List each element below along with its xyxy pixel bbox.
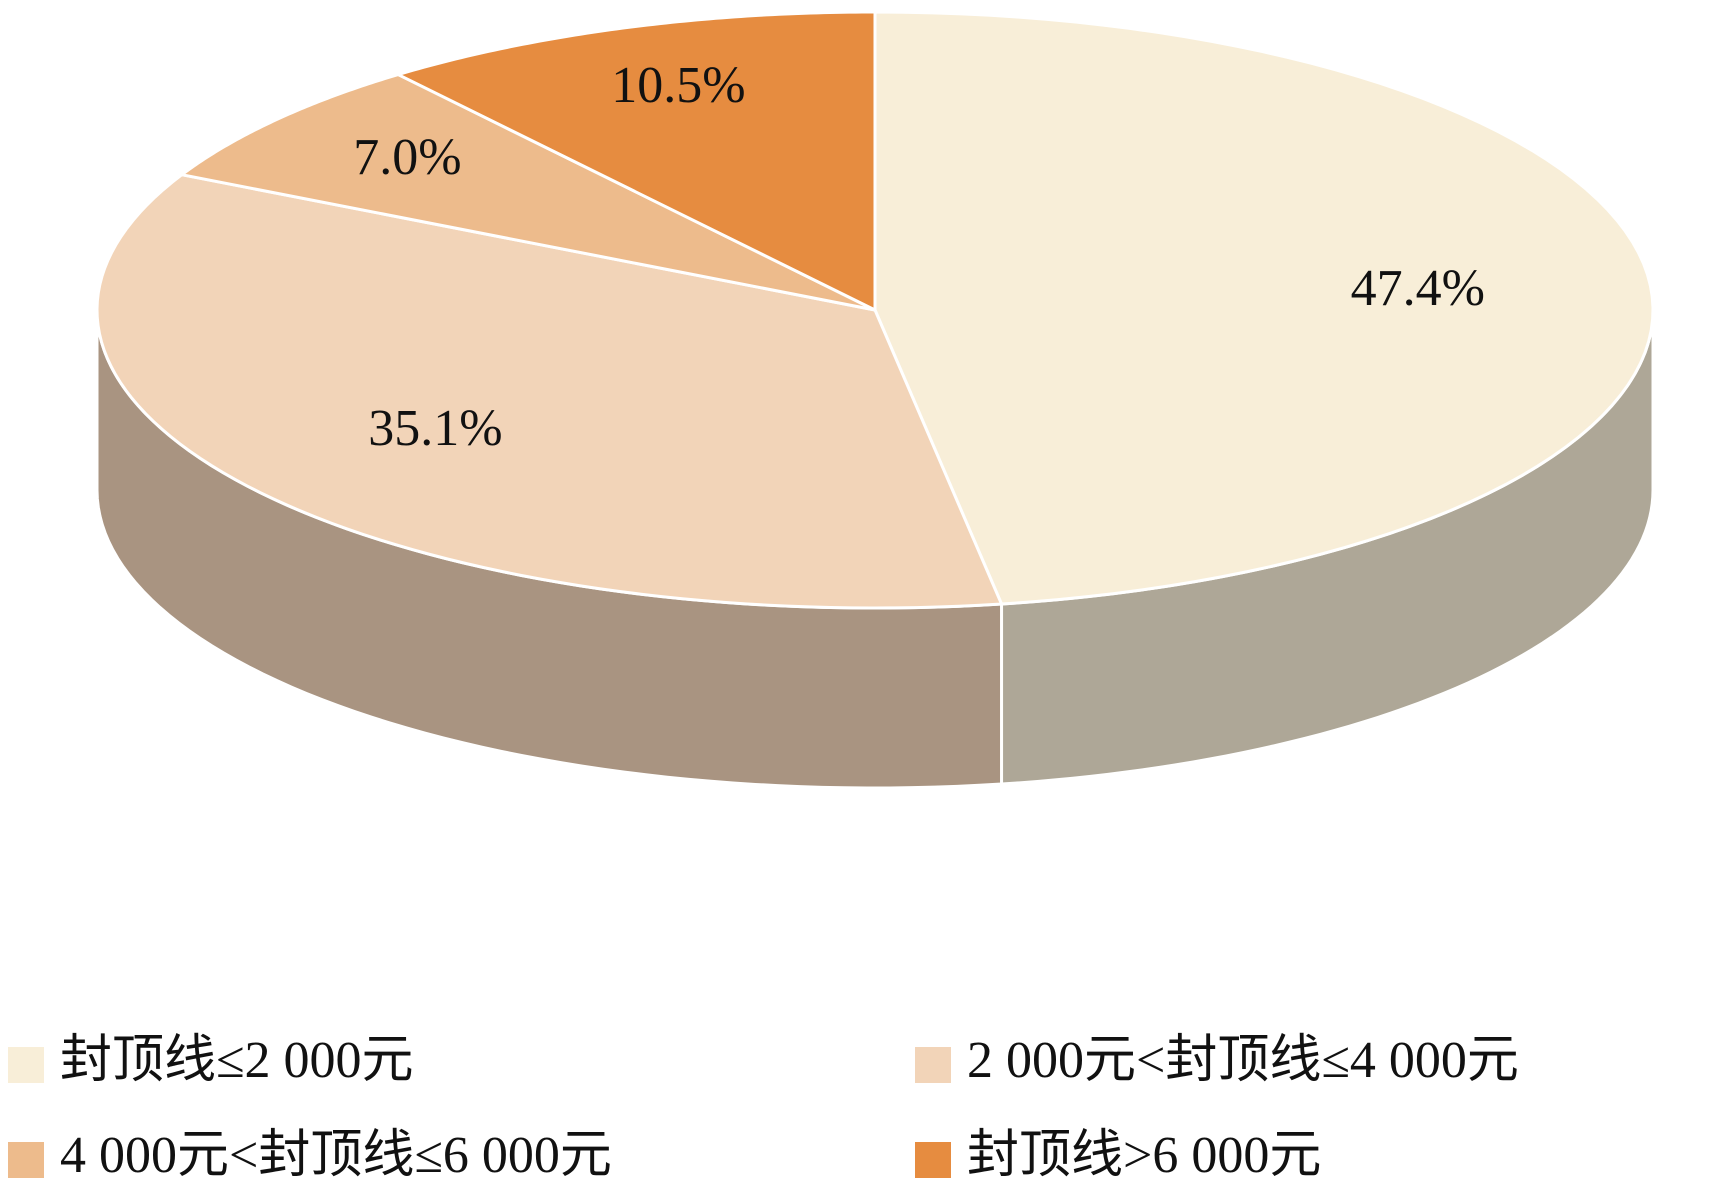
- legend-swatch: [915, 1142, 951, 1178]
- legend-swatch: [915, 1047, 951, 1083]
- legend-label: 4 000元<封顶线≤6 000元: [60, 1127, 612, 1184]
- value-label: 7.0%: [353, 129, 461, 186]
- legend-swatch: [8, 1047, 44, 1083]
- legend-label: 封顶线>6 000元: [967, 1127, 1321, 1184]
- legend-label: 2 000元<封顶线≤4 000元: [967, 1032, 1519, 1089]
- value-label: 35.1%: [368, 400, 502, 457]
- slice: [873, 10, 1655, 606]
- legend-swatch: [8, 1142, 44, 1178]
- slice: [178, 72, 876, 312]
- slice: [394, 10, 877, 313]
- value-label: 47.4%: [1351, 260, 1485, 317]
- slice: [95, 173, 1004, 610]
- value-label: 10.5%: [611, 57, 745, 114]
- legend-label: 封顶线≤2 000元: [60, 1032, 414, 1089]
